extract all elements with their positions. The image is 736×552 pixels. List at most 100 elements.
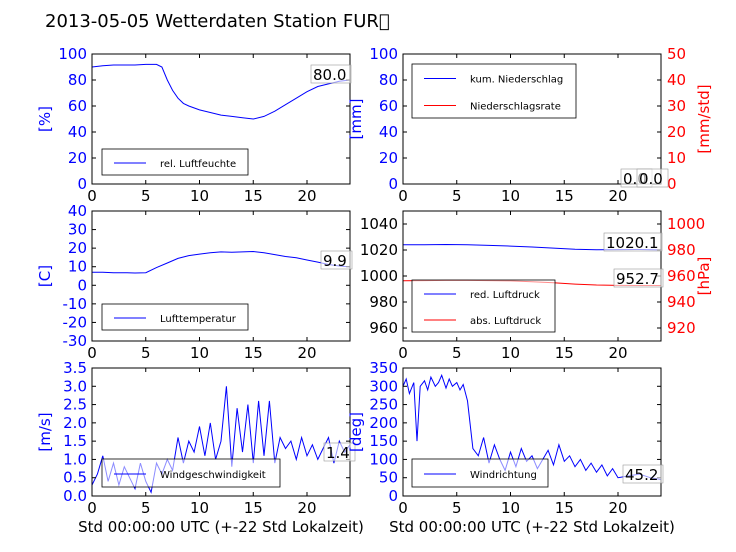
temperature-xtick-label: 0 <box>87 344 97 362</box>
windspeed-value-box <box>323 442 356 462</box>
windspeed-ytick-label: 2.5 <box>63 396 87 414</box>
winddirection-ytick-label: 200 <box>369 414 398 432</box>
precipitation-ytick-right-label: 50 <box>667 45 686 63</box>
windspeed-ytick-label: 2.0 <box>63 414 87 432</box>
temperature-xtick-label: 10 <box>190 344 209 362</box>
winddirection-legend-box <box>411 458 549 488</box>
windspeed-legend-box <box>101 458 281 488</box>
winddirection-last-value: 45.2 <box>625 466 658 484</box>
temperature-ytick-label: 20 <box>68 239 87 257</box>
precipitation-ytick-label: 80 <box>379 71 398 89</box>
windspeed-ytick-label: 3.0 <box>63 377 87 395</box>
windspeed-plot-frame <box>91 367 351 497</box>
windspeed-xtick-label: 15 <box>244 499 263 517</box>
winddirection-xtick-label: 15 <box>555 499 574 517</box>
pressure-last-value: 1020.1 <box>606 234 659 252</box>
precipitation-legend-box <box>411 63 577 119</box>
windspeed-ytick-label: 0.5 <box>63 469 87 487</box>
pressure-xtick-label: 5 <box>452 344 462 362</box>
windspeed-ytick-label: 1.0 <box>63 450 87 468</box>
temperature-ytick-label: -30 <box>63 332 88 350</box>
pressure-ytick-right-label: 960 <box>667 267 696 285</box>
windspeed-xtick-label: 10 <box>190 499 209 517</box>
humidity-ytick-label: 80 <box>68 71 87 89</box>
precipitation-ytick-label: 40 <box>379 123 398 141</box>
winddirection-ytick-label: 150 <box>369 432 398 450</box>
winddirection-xtick-label: 20 <box>608 499 627 517</box>
humidity-last-value: 80.0 <box>313 66 346 84</box>
humidity-xtick-label: 0 <box>87 187 97 205</box>
pressure-xtick-label: 20 <box>608 344 627 362</box>
winddirection-ytick-label: 50 <box>379 469 398 487</box>
pressure-xtick-label: 0 <box>398 344 408 362</box>
humidity-ytick-label: 20 <box>68 149 87 167</box>
temperature-ylabel: [C] <box>36 265 54 287</box>
temperature-legend: Lufttemperatur <box>101 303 249 331</box>
precipitation-xtick-label: 10 <box>501 187 520 205</box>
windspeed-panel: 0 5 10 15 20 0.00.51.01.52.02.53.03.5 [m/s] Std… <box>36 359 364 536</box>
windspeed-last-value: 1.4 <box>326 444 350 462</box>
winddirection-xtick-label: 0 <box>398 499 408 517</box>
precipitation-last-value: 0.0 <box>639 170 663 188</box>
precipitation-ytick-right-label: 30 <box>667 97 686 115</box>
temperature-series-0-line <box>92 250 350 274</box>
windspeed-xtick-label: 0 <box>87 499 97 517</box>
windspeed-ylabel: [m/s] <box>36 412 54 451</box>
precipitation-ylabel: [mm] <box>347 99 365 140</box>
temperature-ytick-label: -10 <box>63 295 88 313</box>
windspeed-legend-entry: Windgeschwindigkeit <box>160 470 266 481</box>
humidity-series-0-line <box>92 63 350 120</box>
winddirection-xlabel: Std 00:00:00 UTC (+-22 Std Lokalzeit) <box>389 518 675 536</box>
precipitation-ytick-label: 60 <box>379 97 398 115</box>
precipitation-xtick-label: 5 <box>452 187 462 205</box>
pressure-ytick-right-label: 940 <box>667 293 696 311</box>
winddirection-ytick-label: 250 <box>369 396 398 414</box>
temperature-panel: 0 5 10 15 20-30-20-10010203040[C]Lufttempera… <box>36 202 353 362</box>
precipitation-plot-frame <box>402 53 662 185</box>
temperature-xtick-label: 5 <box>141 344 151 362</box>
pressure-ytick-right-label: 980 <box>667 241 696 259</box>
precipitation-value-box <box>636 168 669 188</box>
winddirection-legend: Windrichtung <box>411 458 549 488</box>
temperature-legend-box <box>101 303 249 331</box>
precipitation-ytick-right-label: 0 <box>667 175 677 193</box>
precipitation-legend-entry: kum. Niederschlag <box>470 75 563 86</box>
pressure-ytick-right-label: 1000 <box>667 215 705 233</box>
winddirection-value-box <box>622 464 664 484</box>
windspeed-series-0-line <box>92 386 350 494</box>
winddirection-xtick-label: 5 <box>452 499 462 517</box>
temperature-xtick-label: 20 <box>297 344 316 362</box>
humidity-ytick-label: 0 <box>77 175 87 193</box>
pressure-legend-entry: red. Luftdruck <box>470 290 540 301</box>
winddirection-ylabel: [deg] <box>347 412 365 452</box>
humidity-xtick-label: 20 <box>297 187 316 205</box>
humidity-plot-frame <box>91 53 351 185</box>
pressure-ytick-label: 1000 <box>360 267 398 285</box>
pressure-last-value: 952.7 <box>616 270 659 288</box>
pressure-ytick-label: 980 <box>369 293 398 311</box>
temperature-legend-entry: Lufttemperatur <box>160 314 237 325</box>
winddirection-plot-frame <box>402 367 662 497</box>
temperature-ytick-label: 10 <box>68 258 87 276</box>
windspeed-ytick-label: 0.0 <box>63 487 87 505</box>
pressure-panel: 0 5 10 15 20 960 980 1000 1020 1040 920 940 960 980 10… <box>360 210 713 362</box>
temperature-ytick-label: 0 <box>77 276 87 294</box>
windspeed-ytick-label: 1.5 <box>63 432 87 450</box>
temperature-ytick-label: 40 <box>68 202 87 220</box>
windspeed-ytick-label: 3.5 <box>63 359 87 377</box>
precipitation-ytick-label: 20 <box>379 149 398 167</box>
precipitation-ytick-label: 100 <box>369 45 398 63</box>
pressure-ytick-right-label: 920 <box>667 319 696 337</box>
winddirection-ytick-label: 350 <box>369 359 398 377</box>
pressure-ytick-label: 1040 <box>360 215 398 233</box>
pressure-ytick-label: 1020 <box>360 241 398 259</box>
windspeed-legend: Windgeschwindigkeit <box>101 458 281 488</box>
precipitation-xtick-label: 20 <box>608 187 627 205</box>
figure-title: 2013-05-05 Wetterdaten Station FUR  <box>45 11 390 32</box>
temperature-last-value: 9.9 <box>323 252 347 270</box>
humidity-legend-box <box>101 148 249 176</box>
windspeed-xtick-label: 20 <box>297 499 316 517</box>
winddirection-ytick-label: 100 <box>369 450 398 468</box>
